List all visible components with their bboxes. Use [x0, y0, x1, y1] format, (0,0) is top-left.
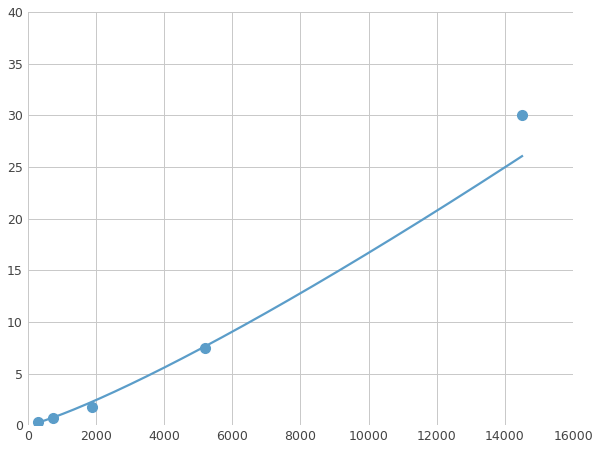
Point	[200, 344, 210, 351]
Point	[33, 418, 43, 426]
Point	[517, 112, 527, 119]
Point	[88, 403, 97, 410]
Point	[49, 414, 58, 422]
